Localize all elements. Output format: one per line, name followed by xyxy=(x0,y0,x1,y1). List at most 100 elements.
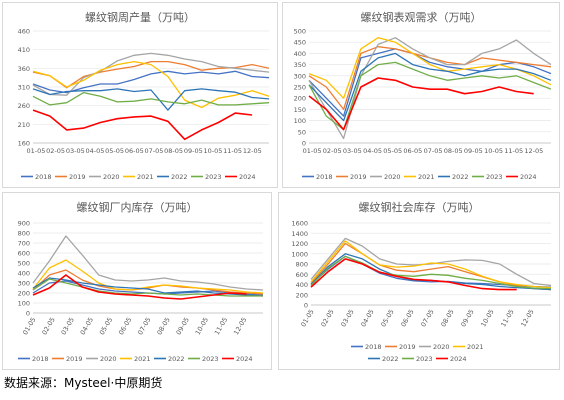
series-line-2019 xyxy=(32,60,270,89)
series-line-2019 xyxy=(32,269,264,295)
x-tick-label: 12-05 xyxy=(232,316,248,336)
series-line-2021 xyxy=(32,60,270,109)
x-tick-label: 04-05 xyxy=(359,308,375,328)
legend-label-2024: 2024 xyxy=(236,355,253,363)
series-line-2021 xyxy=(310,240,552,289)
series-line-2021 xyxy=(32,259,264,294)
x-tick-label: 04-05 xyxy=(79,316,95,336)
y-tick-label: 450 xyxy=(294,39,306,47)
x-tick-label: 10-05 xyxy=(204,147,223,155)
y-tick-label: 400 xyxy=(294,50,306,58)
chart-svg: 螺纹钢周产量（万吨） 160 210 260 310 360 410 460 01-05 02-0… xyxy=(18,10,270,181)
y-tick-label: 1200 xyxy=(291,240,308,248)
x-tick-label: 03-05 xyxy=(339,308,355,328)
y-tick-label: 400 xyxy=(296,281,308,289)
x-tick-label: 06-05 xyxy=(125,147,144,155)
series-line-2018 xyxy=(310,255,552,288)
x-tick-label: 02-05 xyxy=(323,147,342,155)
series-line-2019 xyxy=(308,46,552,111)
y-tick-label: 400 xyxy=(18,270,30,278)
series-line-2023 xyxy=(32,278,263,297)
chart-svg: 螺纹钢社会库存（万吨） 0 200 400 600 800 1000 1200 1400 1600… xyxy=(291,200,552,363)
legend-label-2023: 2023 xyxy=(205,173,222,181)
chart-factory-inventory: 螺纹钢厂内库存（万吨） 0 100 200 300 400 500 600 700 800 900 0… xyxy=(2,192,272,370)
y-tick-label: 410 xyxy=(18,46,30,54)
x-tick-label: 06-05 xyxy=(403,147,422,155)
y-tick-label: 1000 xyxy=(291,250,308,258)
legend-label-2018: 2018 xyxy=(35,173,52,181)
y-tick-label: 310 xyxy=(18,84,30,92)
chart-social-inventory: 螺纹钢社会库存（万吨） 0 200 400 600 800 1000 1200 1400 1600… xyxy=(278,192,560,370)
y-tick-label: 210 xyxy=(18,121,30,129)
y-tick-label: 1600 xyxy=(291,220,308,228)
y-tick-label: 900 xyxy=(18,220,30,228)
y-tick-label: 350 xyxy=(294,61,306,69)
y-tick-label: 50 xyxy=(298,128,306,136)
x-tick-label: 03-05 xyxy=(343,147,362,155)
y-tick-label: 260 xyxy=(18,102,30,110)
x-tick-label: 10-05 xyxy=(479,308,495,328)
chart-title: 螺纹钢周产量（万吨） xyxy=(85,10,195,24)
x-tick-label: 02-05 xyxy=(40,316,56,336)
x-tick-label: 05-05 xyxy=(383,147,402,155)
legend-label-2019: 2019 xyxy=(399,343,416,351)
legend-label-2023: 2023 xyxy=(416,355,433,363)
legend-label-2022: 2022 xyxy=(168,355,185,363)
legend-label-2023: 2023 xyxy=(486,173,503,181)
y-tick-label: 0 xyxy=(26,310,30,318)
legend-label-2020: 2020 xyxy=(100,355,117,363)
x-tick-label: 12-05 xyxy=(519,308,535,328)
x-tick-label: 11-05 xyxy=(504,147,523,155)
legend-label-2024: 2024 xyxy=(450,355,467,363)
legend-label-2018: 2018 xyxy=(365,343,382,351)
legend-label-2019: 2019 xyxy=(69,173,86,181)
x-tick-label: 04-05 xyxy=(86,147,105,155)
legend-label-2022: 2022 xyxy=(171,173,188,181)
series-line-2022 xyxy=(32,88,270,111)
y-tick-label: 200 xyxy=(296,291,308,299)
y-tick-label: 460 xyxy=(18,28,30,36)
y-tick-label: 360 xyxy=(18,65,30,73)
x-tick-label: 05-05 xyxy=(379,308,395,328)
y-tick-label: 300 xyxy=(294,72,306,80)
chart-svg: 螺纹钢表观需求（万吨） 0 50 100 150 200 250 300 350 400 450 50… xyxy=(294,10,552,181)
series-line-2022 xyxy=(308,52,552,122)
series-line-2020 xyxy=(32,235,264,291)
legend-label-2023: 2023 xyxy=(202,355,219,363)
chart-weekly-output: 螺纹钢周产量（万吨） 160 210 260 310 360 410 460 01-05 02-0… xyxy=(2,2,278,188)
x-tick-label: 01-05 xyxy=(21,316,37,336)
x-tick-label: 07-05 xyxy=(136,316,152,336)
legend-label-2020: 2020 xyxy=(103,173,120,181)
x-tick-label: 07-05 xyxy=(145,147,164,155)
legend-label-2019: 2019 xyxy=(350,173,367,181)
x-tick-label: 05-05 xyxy=(105,147,124,155)
legend-label-2024: 2024 xyxy=(520,173,537,181)
series-line-2023 xyxy=(308,61,552,131)
x-tick-label: 08-05 xyxy=(155,316,171,336)
x-tick-label: 09-05 xyxy=(184,147,203,155)
chart-title: 螺纹钢社会库存（万吨） xyxy=(359,200,480,214)
legend-label-2020: 2020 xyxy=(384,173,401,181)
x-tick-label: 01-05 xyxy=(303,147,322,155)
series-line-2024 xyxy=(310,258,517,291)
x-tick-label: 01-05 xyxy=(299,308,315,328)
y-tick-label: 100 xyxy=(18,300,30,308)
x-tick-label: 06-05 xyxy=(117,316,133,336)
legend-label-2018: 2018 xyxy=(32,355,49,363)
series-line-2019 xyxy=(310,242,552,291)
chart-title: 螺纹钢厂内库存（万吨） xyxy=(77,200,198,214)
y-tick-label: 0 xyxy=(302,140,306,148)
legend-label-2021: 2021 xyxy=(418,173,435,181)
series-line-2021 xyxy=(308,37,552,99)
y-tick-label: 600 xyxy=(296,271,308,279)
legend-label-2021: 2021 xyxy=(137,173,154,181)
x-tick-label: 09-05 xyxy=(459,308,475,328)
x-tick-label: 02-05 xyxy=(319,308,335,328)
y-tick-label: 200 xyxy=(18,290,30,298)
y-tick-label: 0 xyxy=(304,302,308,310)
y-tick-label: 700 xyxy=(18,240,30,248)
y-tick-label: 600 xyxy=(18,250,30,258)
series-line-2024 xyxy=(32,274,247,300)
x-tick-label: 10-05 xyxy=(194,316,210,336)
legend-label-2021: 2021 xyxy=(134,355,151,363)
